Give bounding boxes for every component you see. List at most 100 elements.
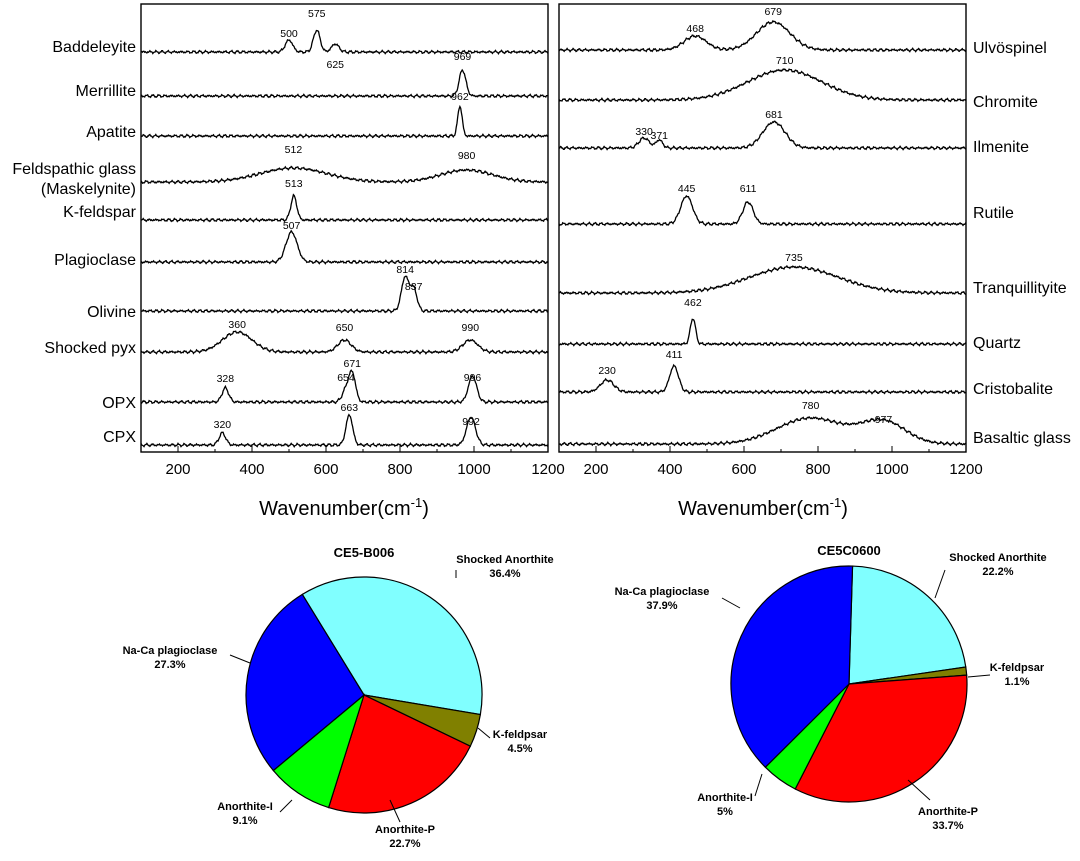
series-label-olivine: Olivine [87, 304, 136, 321]
x-axis-title: Wavenumber(cm-1) [259, 495, 429, 520]
spectrum-line-ilmenite [558, 120, 967, 151]
x-tick-label: 1200 [531, 461, 564, 478]
series-label-basaltic-glass: Basaltic glass [973, 430, 1071, 447]
slice-label: Shocked Anorthite [949, 552, 1046, 564]
spectrum-line-k-feldspar [140, 193, 549, 223]
leader-line [229, 654, 251, 664]
peak-label: 780 [802, 400, 820, 412]
pie-slice-na-ca-plagioclase [245, 593, 365, 772]
peak-label: 575 [308, 8, 326, 20]
series-label-ilmenite: Ilmenite [973, 139, 1029, 156]
peak-label: 512 [285, 144, 303, 156]
series-label-feldspathic-glass-maskelynite: Feldspathic glass (Maskelynite) [12, 161, 136, 198]
spectrum-line-ulv-spinel [558, 19, 967, 53]
slice-label: Anorthite-P [918, 806, 978, 818]
spectrum-line-olivine [140, 275, 549, 314]
slice-percent: 33.7% [932, 820, 963, 832]
x-tick-label: 1000 [875, 461, 908, 478]
spectrum-line-shocked-pyx [140, 330, 549, 355]
peak-label: 969 [454, 51, 472, 63]
leader-line [721, 597, 741, 609]
slice-label: Anorthite-I [697, 792, 753, 804]
spectrum-line-baddeleyite [140, 29, 549, 55]
peak-label: 625 [326, 59, 344, 71]
series-label-shocked-pyx: Shocked pyx [44, 340, 136, 357]
spectrum-line-opx [140, 369, 549, 405]
slice-label: K-feldpsar [990, 662, 1045, 674]
peak-label: 980 [458, 150, 476, 162]
slice-percent: 37.9% [646, 600, 677, 612]
slice-percent: 27.3% [154, 659, 185, 671]
peak-label: 360 [228, 319, 246, 331]
pie-chart-ce5c0600: CE5C0600 Shocked Anorthite 22.2% K-feldpsar… [615, 543, 1047, 832]
x-tick-label: 400 [239, 461, 264, 478]
slice-percent: 22.2% [982, 566, 1013, 578]
peak-label: 650 [336, 322, 354, 334]
series-label-baddeleyite: Baddeleyite [52, 39, 136, 56]
peak-label: 500 [280, 28, 298, 40]
x-tick-label: 400 [657, 461, 682, 478]
spectrum-line-quartz [558, 318, 967, 347]
leader-line [279, 799, 293, 813]
spectrum-line-cpx [140, 413, 549, 448]
series-label-tranquillityite: Tranquillityite [973, 280, 1067, 297]
leader-line [967, 674, 991, 678]
pie-slice-shocked-anorthite [301, 576, 483, 716]
peak-label: 230 [598, 365, 616, 377]
peak-label: 710 [776, 55, 794, 67]
peak-label: 320 [214, 419, 232, 431]
peak-label: 681 [765, 109, 783, 121]
pie-title: CE5C0600 [817, 543, 881, 558]
peak-label: 507 [283, 220, 301, 232]
peak-label: 837 [405, 281, 423, 293]
series-label-opx: OPX [102, 395, 136, 412]
peak-label: 611 [740, 183, 757, 195]
peak-label: 996 [464, 372, 482, 384]
peak-label: 814 [396, 264, 414, 276]
leader-line [477, 727, 491, 739]
spectrum-line-plagioclase [140, 229, 549, 265]
peak-label: 328 [217, 373, 235, 385]
series-label-merrillite: Merrillite [76, 83, 137, 100]
right-spectra-panel: 200 400 600 800 1000 1200 Wavenumber(cm-1) 468 6… [558, 3, 1071, 520]
x-tick-label: 800 [387, 461, 412, 478]
slice-label: Shocked Anorthite [456, 554, 553, 566]
spectrum-line-feldspathic-glass-maskelynite [140, 165, 549, 185]
x-tick-label: 600 [731, 461, 756, 478]
x-tick-label: 200 [165, 461, 190, 478]
x-tick-label: 1200 [949, 461, 982, 478]
x-tick-label: 1000 [457, 461, 490, 478]
leader-line [754, 773, 763, 797]
peak-label: 977 [875, 414, 893, 426]
series-label-cpx: CPX [103, 429, 136, 446]
leader-line [934, 569, 946, 599]
slice-percent: 9.1% [232, 815, 257, 827]
spectrum-line-basaltic-glass [558, 415, 967, 448]
slice-percent: 36.4% [489, 568, 520, 580]
spectrum-line-cristobalite [558, 363, 967, 395]
spectrum-line-rutile [558, 194, 967, 227]
slice-percent: 5% [717, 806, 733, 818]
x-axis-title: Wavenumber(cm-1) [678, 495, 848, 520]
series-label-cristobalite: Cristobalite [973, 381, 1053, 398]
peak-label: 330 [635, 126, 653, 138]
slice-percent: 1.1% [1004, 676, 1029, 688]
spectrum-line-apatite [140, 104, 549, 139]
pie-slice-na-ca-plagioclase [730, 565, 854, 769]
series-label-plagioclase: Plagioclase [54, 252, 136, 269]
series-label-ulv-spinel: Ulvöspinel [973, 40, 1047, 57]
peak-label: 371 [651, 130, 669, 142]
peak-label: 468 [686, 23, 704, 35]
series-label-quartz: Quartz [973, 335, 1021, 352]
peak-label: 735 [785, 252, 803, 264]
series-label-rutile: Rutile [973, 205, 1014, 222]
peak-label: 654 [337, 372, 355, 384]
peak-label: 990 [462, 322, 480, 334]
peak-label: 962 [451, 91, 469, 103]
leader-line [389, 799, 401, 823]
x-tick-label: 200 [583, 461, 608, 478]
pie-slice-anorthite-p [327, 694, 472, 814]
peak-label: 445 [678, 183, 696, 195]
slice-label: K-feldpsar [493, 729, 548, 741]
